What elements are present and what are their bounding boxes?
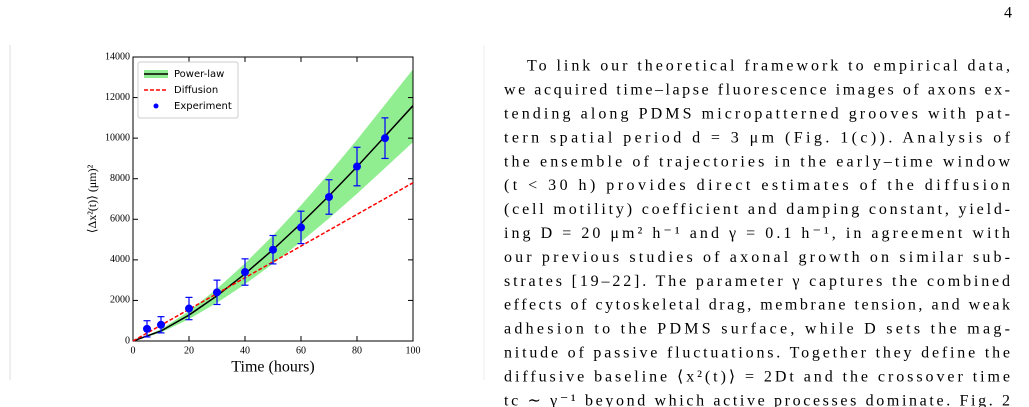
data-point: [241, 268, 249, 277]
data-point: [381, 134, 389, 143]
body-text-line: To link our theoretical framework to emp…: [527, 58, 1010, 75]
x-tick-label: 80: [352, 345, 362, 356]
x-tick-label: 60: [296, 345, 306, 356]
body-text-line: (t < 30 h) provides direct estimates of …: [504, 177, 1010, 194]
body-text-line: the ensemble of trajectories in the earl…: [504, 153, 1010, 170]
y-tick-label: 12000: [105, 92, 130, 103]
legend-label: Experiment: [174, 101, 232, 112]
body-text-line: tending along PDMS micropatterned groove…: [504, 105, 1010, 122]
y-tick-label: 2000: [110, 295, 130, 306]
body-text-line: tern spatial period d = 3 μm (Fig. 1(c))…: [504, 129, 1011, 146]
y-tick-label: 10000: [105, 132, 130, 143]
data-point: [185, 304, 193, 313]
data-point: [269, 245, 277, 254]
body-text-line: (cell motility) coefficient and damping …: [504, 201, 1010, 218]
y-tick-label: 4000: [110, 254, 130, 265]
x-tick-label: 100: [406, 345, 421, 356]
plot-frame: [132, 56, 414, 342]
x-tick-label: 40: [240, 345, 250, 356]
x-tick-label: 0: [131, 345, 136, 356]
x-tick-label: 20: [184, 345, 194, 356]
y-tick-label: 8000: [110, 173, 130, 184]
x-axis-label: Time (hours): [231, 359, 314, 376]
body-text-line: strates [19–22]. The parameter γ capture…: [504, 273, 1010, 290]
data-point: [325, 192, 333, 201]
data-point: [143, 324, 151, 333]
body-text-line: we acquired time–lapse fluorescence imag…: [504, 82, 1010, 99]
body-text-line: our previous studies of axonal growth on…: [504, 249, 1010, 266]
legend-label: Diffusion: [174, 85, 218, 96]
body-text-line: diffusive baseline ⟨x²(t)⟩ = 2Dt and the…: [504, 368, 1010, 385]
body-text-line: effects of cytoskeletal drag, membrane t…: [504, 297, 1010, 314]
body-text-line: tc ∼ γ⁻¹ beyond which active processes d…: [504, 392, 1010, 407]
data-point: [297, 223, 305, 232]
y-axis-label: ⟨Δx²(t)⟩ (μm)²: [85, 164, 99, 233]
body-text-line: nitude of passive fluctuations. Together…: [504, 344, 1010, 361]
legend-label: Power-law: [174, 69, 224, 80]
body-text-line: ing D = 20 μm² h⁻¹ and γ = 0.1 h⁻¹, in a…: [504, 225, 1010, 242]
page-number: 4: [1004, 5, 1012, 22]
data-point: [157, 320, 165, 329]
y-tick-label: 0: [125, 335, 130, 346]
y-tick-label: 6000: [110, 214, 130, 225]
legend-swatch: [153, 103, 159, 109]
data-point: [213, 288, 221, 297]
data-point: [353, 162, 361, 171]
y-tick-label: 14000: [105, 51, 130, 62]
body-text-line: adhesion to the PDMS surface, while D se…: [504, 321, 1010, 338]
